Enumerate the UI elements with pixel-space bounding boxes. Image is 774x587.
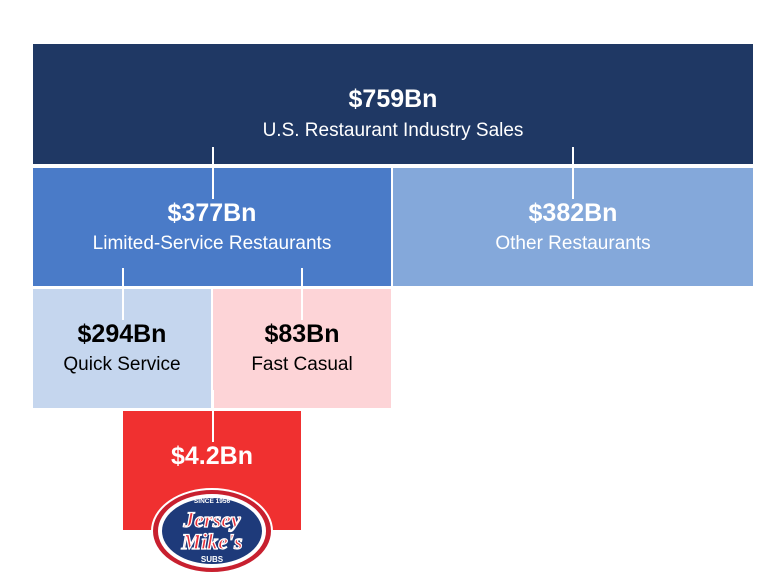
limited-service-label: Limited-Service Restaurants	[92, 233, 332, 254]
jersey-mikes-logo: SINCE 1956 Jersey Mike's SUBS	[151, 488, 273, 574]
total-sales-value: $759Bn	[348, 85, 438, 113]
quick-service-label: Quick Service	[63, 354, 181, 375]
logo-line2: Mike's	[180, 529, 242, 554]
total-sales-box: $759Bn U.S. Restaurant Industry Sales	[33, 44, 753, 164]
other-restaurants-label: Other Restaurants	[495, 233, 651, 254]
logo-top-text: SINCE 1956	[194, 498, 231, 505]
logo-bottom-text: SUBS	[201, 555, 224, 564]
connector-quick-jersey	[212, 390, 214, 442]
connector-total-limited	[212, 147, 214, 199]
total-sales-label: U.S. Restaurant Industry Sales	[262, 120, 524, 141]
connector-limited-quick	[122, 268, 124, 320]
connector-limited-fast	[301, 268, 303, 320]
fast-casual-value: $83Bn	[264, 320, 340, 348]
limited-service-value: $377Bn	[167, 199, 257, 227]
connector-total-other	[572, 147, 574, 199]
quick-service-value: $294Bn	[77, 320, 167, 348]
jersey-mikes-value: $4.2Bn	[171, 442, 253, 470]
logo-line1: Jersey	[182, 507, 241, 532]
other-restaurants-value: $382Bn	[528, 199, 618, 227]
fast-casual-label: Fast Casual	[251, 354, 353, 375]
